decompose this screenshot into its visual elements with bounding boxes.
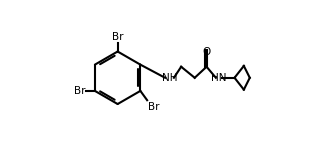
Text: O: O <box>203 47 211 57</box>
Text: Br: Br <box>74 86 86 96</box>
Text: Br: Br <box>148 102 159 111</box>
Text: HN: HN <box>211 73 226 83</box>
Text: NH: NH <box>162 73 177 83</box>
Text: Br: Br <box>112 32 124 42</box>
